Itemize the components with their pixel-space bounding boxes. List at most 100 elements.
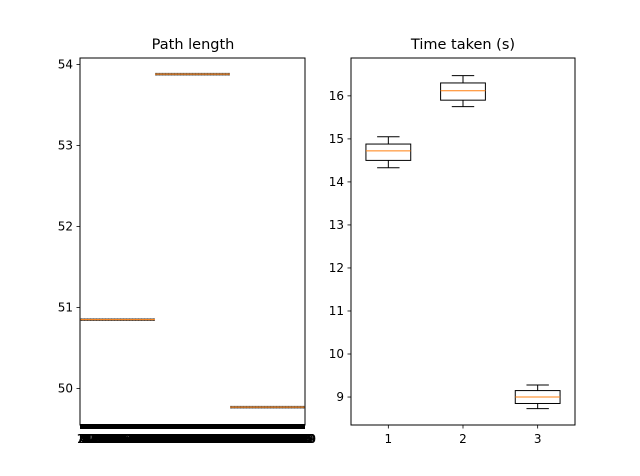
x-tick-label: 85 (136, 432, 151, 446)
x-tick-label: 205 (222, 432, 245, 446)
x-tick-label: 266 (268, 432, 291, 446)
x-tick-label: 54 (112, 432, 127, 446)
x-tick-label: 2 (459, 432, 467, 446)
x-tick-label: 173 (198, 432, 221, 446)
x-tick-label: 186 (208, 432, 231, 446)
x-tick-label: 27 (92, 432, 107, 446)
x-tick-label: 47 (107, 432, 122, 446)
x-tick-label: 130 (166, 432, 189, 446)
x-tick-label: 297 (291, 432, 314, 446)
x-tick-label: 112 (152, 432, 175, 446)
x-tick-label: 157 (186, 432, 209, 446)
x-tick-label: 256 (260, 432, 283, 446)
path-length-axes-frame (79, 57, 306, 426)
x-tick-label: 77 (130, 432, 145, 446)
x-tick-label: 224 (236, 432, 259, 446)
x-tick-label: 134 (169, 432, 192, 446)
x-tick-label: 142 (175, 432, 198, 446)
x-tick-label: 23 (89, 432, 104, 446)
x-tick-label: 11 (80, 432, 95, 446)
x-tick-label: 171 (196, 432, 219, 446)
x-tick-label: 143 (175, 432, 198, 446)
x-tick-label: 275 (274, 432, 297, 446)
x-tick-label: 188 (209, 432, 232, 446)
x-tick-label: 32 (96, 432, 111, 446)
x-tick-label: 73 (127, 432, 142, 446)
x-tick-label: 125 (162, 432, 185, 446)
x-tick-label: 141 (174, 432, 197, 446)
x-tick-label: 146 (178, 432, 201, 446)
x-tick-label: 133 (168, 432, 191, 446)
x-tick-label: 211 (226, 432, 249, 446)
x-tick-label: 62 (118, 432, 133, 446)
x-tick-label: 156 (185, 432, 208, 446)
y-tick-label: 12 (329, 261, 344, 275)
x-tick-label: 254 (259, 432, 282, 446)
x-tick-label: 20 (87, 432, 102, 446)
time-taken-axes-frame (350, 57, 576, 426)
x-tick-label: 97 (145, 432, 160, 446)
x-tick-label: 103 (145, 432, 168, 446)
x-tick-label: 167 (193, 432, 216, 446)
x-tick-label: 99 (146, 432, 161, 446)
x-tick-label: 209 (225, 432, 248, 446)
x-tick-label: 212 (227, 432, 250, 446)
x-tick-label: 60 (117, 432, 132, 446)
x-tick-label: 225 (237, 432, 260, 446)
x-tick-label: 86 (136, 432, 151, 446)
x-tick-label: 80 (132, 432, 147, 446)
x-tick-label: 201 (219, 432, 242, 446)
x-tick-label: 268 (269, 432, 292, 446)
x-tick-label: 111 (151, 432, 174, 446)
x-tick-label: 221 (234, 432, 257, 446)
x-tick-label: 102 (145, 432, 168, 446)
x-tick-label: 232 (242, 432, 265, 446)
x-tick-label: 274 (274, 432, 297, 446)
x-tick-label: 76 (129, 432, 144, 446)
x-tick-label: 105 (147, 432, 170, 446)
x-tick-label: 100 (143, 432, 166, 446)
x-tick-label: 240 (248, 432, 271, 446)
x-tick-label: 10 (79, 432, 94, 446)
x-tick-label: 30 (94, 432, 109, 446)
x-tick-label: 279 (277, 432, 300, 446)
x-tick-label: 235 (244, 432, 267, 446)
x-tick-label: 228 (239, 432, 262, 446)
y-tick-label: 10 (329, 347, 344, 361)
x-tick-label: 96 (144, 432, 159, 446)
x-tick-label: 172 (197, 432, 220, 446)
x-tick-label: 163 (190, 432, 213, 446)
x-tick-label: 137 (171, 432, 194, 446)
x-tick-label: 195 (214, 432, 237, 446)
y-tick-label: 13 (329, 218, 344, 232)
x-tick-label: 158 (187, 432, 210, 446)
x-tick-label: 159 (187, 432, 210, 446)
x-tick-label: 202 (220, 432, 243, 446)
x-tick-label: 25 (91, 432, 106, 446)
path-length-marks (80, 72, 305, 409)
x-tick-label: 13 (82, 432, 97, 446)
path-length-y-axis: 50 51 52 53 54 (58, 57, 80, 396)
x-tick-label: 40 (102, 432, 117, 446)
x-tick-label: 288 (284, 432, 307, 446)
x-tick-label: 3 (78, 432, 86, 446)
x-tick-label: 180 (203, 432, 226, 446)
x-tick-label: 220 (233, 432, 256, 446)
x-tick-label: 68 (123, 432, 138, 446)
x-tick-label: 148 (179, 432, 202, 446)
x-tick-label: 108 (149, 432, 172, 446)
x-tick-label: 255 (259, 432, 282, 446)
x-tick-label: 176 (200, 432, 223, 446)
x-tick-label: 175 (199, 432, 222, 446)
boxplot-2 (440, 75, 486, 108)
x-tick-label: 174 (199, 432, 222, 446)
x-tick-label: 26 (91, 432, 106, 446)
x-tick-label: 147 (178, 432, 201, 446)
x-tick-label: 66 (121, 432, 136, 446)
x-tick-label: 222 (235, 432, 258, 446)
x-tick-label: 1 (385, 432, 393, 446)
x-tick-label: 120 (158, 432, 181, 446)
x-tick-label: 216 (230, 432, 253, 446)
